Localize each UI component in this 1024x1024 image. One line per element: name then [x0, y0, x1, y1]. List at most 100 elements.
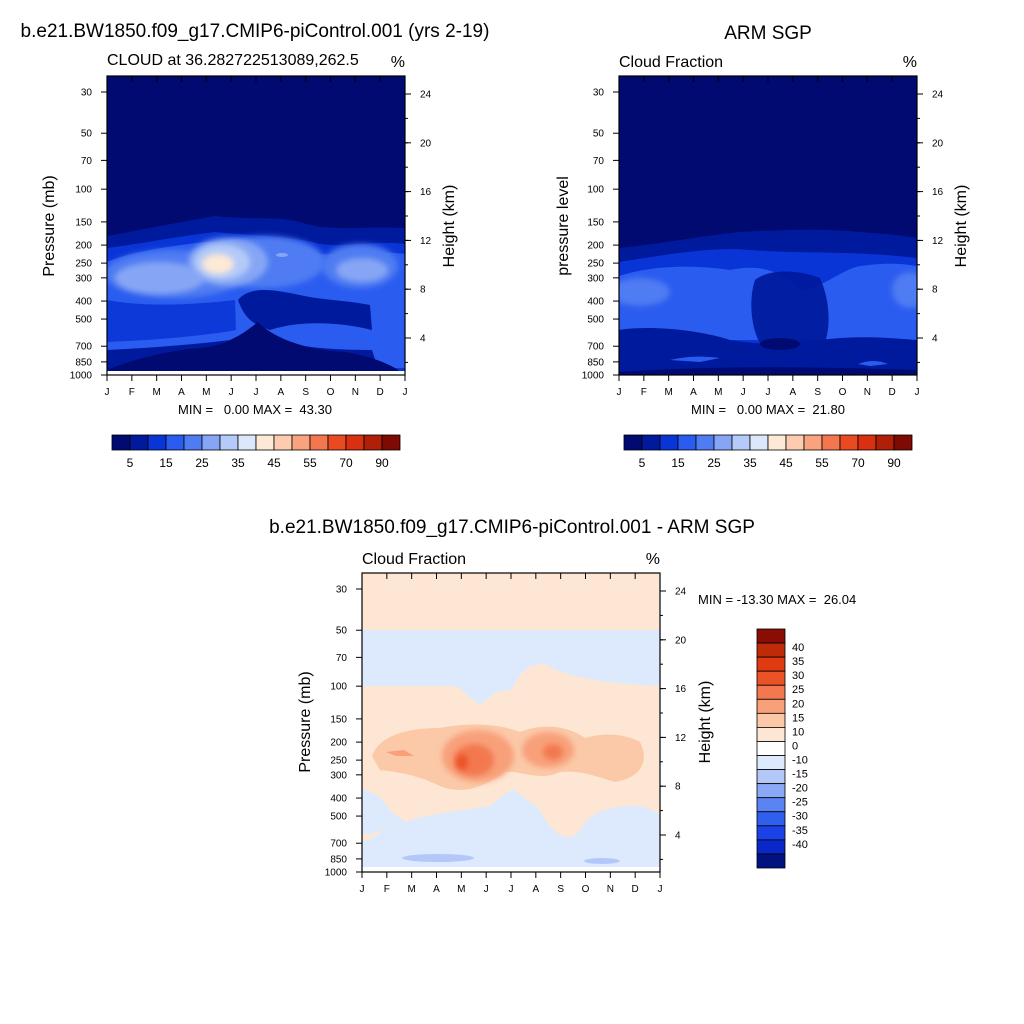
colorbar-box	[756, 698, 786, 714]
height-tick-label: 8	[675, 782, 681, 793]
colorbar-label: 35	[231, 456, 245, 470]
x-tick-label: S	[302, 387, 309, 398]
pressure-tick-label: 1000	[582, 371, 605, 382]
x-tick-label: A	[690, 387, 697, 398]
pressure-tick-label: 850	[587, 357, 604, 368]
colorbar-label: 20	[792, 698, 804, 710]
colorbar-box	[756, 656, 786, 672]
model-ylabel-right: Height (km)	[441, 185, 458, 268]
model-units: %	[391, 54, 405, 71]
obs-ylabel-right: Height (km)	[953, 185, 970, 268]
pressure-tick-label: 50	[336, 626, 348, 637]
colorbar-box	[749, 434, 769, 451]
obs-units: %	[903, 54, 917, 71]
colorbar-label: -25	[792, 797, 808, 809]
colorbar-box	[756, 755, 786, 770]
colorbar-label: 15	[792, 712, 804, 724]
pressure-tick-label: 250	[330, 756, 347, 767]
x-tick-label: J	[658, 884, 663, 895]
colorbar-box	[381, 434, 401, 451]
colorbar-label: 45	[267, 456, 281, 470]
diff-contour-field	[362, 573, 660, 872]
colorbar-label: -15	[792, 769, 808, 781]
pressure-tick-label: 30	[81, 88, 93, 99]
x-tick-label: M	[407, 884, 415, 895]
height-tick-label: 12	[675, 733, 687, 744]
pressure-tick-label: 30	[336, 585, 348, 596]
pressure-tick-label: 300	[75, 273, 92, 284]
colorbar-box	[201, 434, 221, 451]
pressure-tick-label: 500	[587, 315, 604, 326]
colorbar-box	[756, 783, 786, 799]
colorbar-label: 35	[792, 656, 804, 668]
obs-minmax: MIN = 0.00 MAX = 21.80	[691, 402, 845, 417]
obs-suptitle: ARM SGP	[724, 23, 812, 44]
model-ylabel: Pressure (mb)	[41, 175, 58, 276]
x-tick-label: A	[532, 884, 539, 895]
colorbar-box	[345, 434, 365, 451]
model-title: CLOUD at 36.282722513089,262.5	[107, 52, 359, 69]
colorbar-box	[767, 434, 787, 451]
pressure-tick-label: 850	[75, 357, 92, 368]
colorbar-box	[857, 434, 877, 451]
pressure-tick-label: 150	[330, 714, 347, 725]
pressure-tick-label: 70	[336, 653, 348, 664]
colorbar-box	[165, 434, 185, 451]
pressure-tick-label: 700	[587, 342, 604, 353]
x-tick-label: S	[814, 387, 821, 398]
x-tick-label: J	[766, 387, 771, 398]
x-tick-label: O	[839, 387, 847, 398]
colorbar-box	[756, 853, 786, 869]
x-tick-label: O	[327, 387, 335, 398]
colorbar-box	[255, 434, 275, 451]
x-tick-label: J	[484, 884, 489, 895]
pressure-tick-label: 100	[587, 185, 604, 196]
obs-ticks: J F M A M J J A S O N D J 30 50 70 100 150 200 250 300 400 500…	[582, 76, 944, 398]
diff-minmax: MIN = -13.30 MAX = 26.04	[698, 592, 856, 607]
model-colorbar: 5 15 25 35 45 55 70 90	[111, 434, 401, 470]
colorbar-box	[756, 628, 786, 644]
colorbar-box	[756, 769, 786, 785]
colorbar-label: -20	[792, 783, 808, 795]
panel-diff: b.e21.BW1850.f09_g17.CMIP6-piControl.001…	[269, 517, 856, 895]
colorbar-box	[641, 434, 661, 451]
colorbar-box	[756, 825, 786, 841]
colorbar-box	[363, 434, 383, 451]
colorbar-label: 35	[743, 456, 757, 470]
colorbar-label: 0	[792, 740, 798, 752]
pressure-tick-label: 100	[330, 682, 347, 693]
colorbar-label: -40	[792, 839, 808, 851]
diff-ticks: J F M A M J J A S O N D J 30 50 70 100 150 200 250 300 400 500…	[325, 573, 687, 895]
pressure-tick-label: 150	[75, 217, 92, 228]
obs-title: Cloud Fraction	[619, 54, 723, 71]
colorbar-box	[731, 434, 751, 451]
colorbar-box	[756, 797, 786, 813]
model-suptitle: b.e21.BW1850.f09_g17.CMIP6-piControl.001…	[21, 21, 490, 42]
x-tick-label: M	[457, 884, 465, 895]
pressure-tick-label: 1000	[70, 371, 93, 382]
x-tick-label: J	[403, 387, 408, 398]
x-tick-label: A	[277, 387, 284, 398]
height-tick-label: 20	[932, 138, 944, 149]
height-tick-label: 20	[675, 635, 687, 646]
colorbar-label: 25	[195, 456, 209, 470]
colorbar-label: -10	[792, 755, 808, 767]
colorbar-label: 5	[639, 456, 646, 470]
diff-ylabel: Pressure (mb)	[297, 671, 314, 772]
pressure-tick-label: 400	[330, 794, 347, 805]
colorbar-box	[677, 434, 697, 451]
pressure-tick-label: 200	[330, 738, 347, 749]
x-tick-label: J	[105, 387, 110, 398]
x-tick-label: O	[582, 884, 590, 895]
height-tick-label: 12	[932, 236, 944, 247]
pressure-tick-label: 150	[587, 217, 604, 228]
pressure-tick-label: 700	[75, 342, 92, 353]
pressure-tick-label: 70	[81, 156, 93, 167]
pressure-tick-label: 300	[587, 273, 604, 284]
colorbar-label: 25	[707, 456, 721, 470]
colorbar-label: 15	[159, 456, 173, 470]
pressure-tick-label: 300	[330, 770, 347, 781]
diff-colorbar: 40 35 30 25 20 15 10 0 -10 -15 -20 -25 -30 -35 -40	[756, 628, 808, 869]
colorbar-label: 70	[339, 456, 353, 470]
colorbar-box	[111, 434, 131, 451]
